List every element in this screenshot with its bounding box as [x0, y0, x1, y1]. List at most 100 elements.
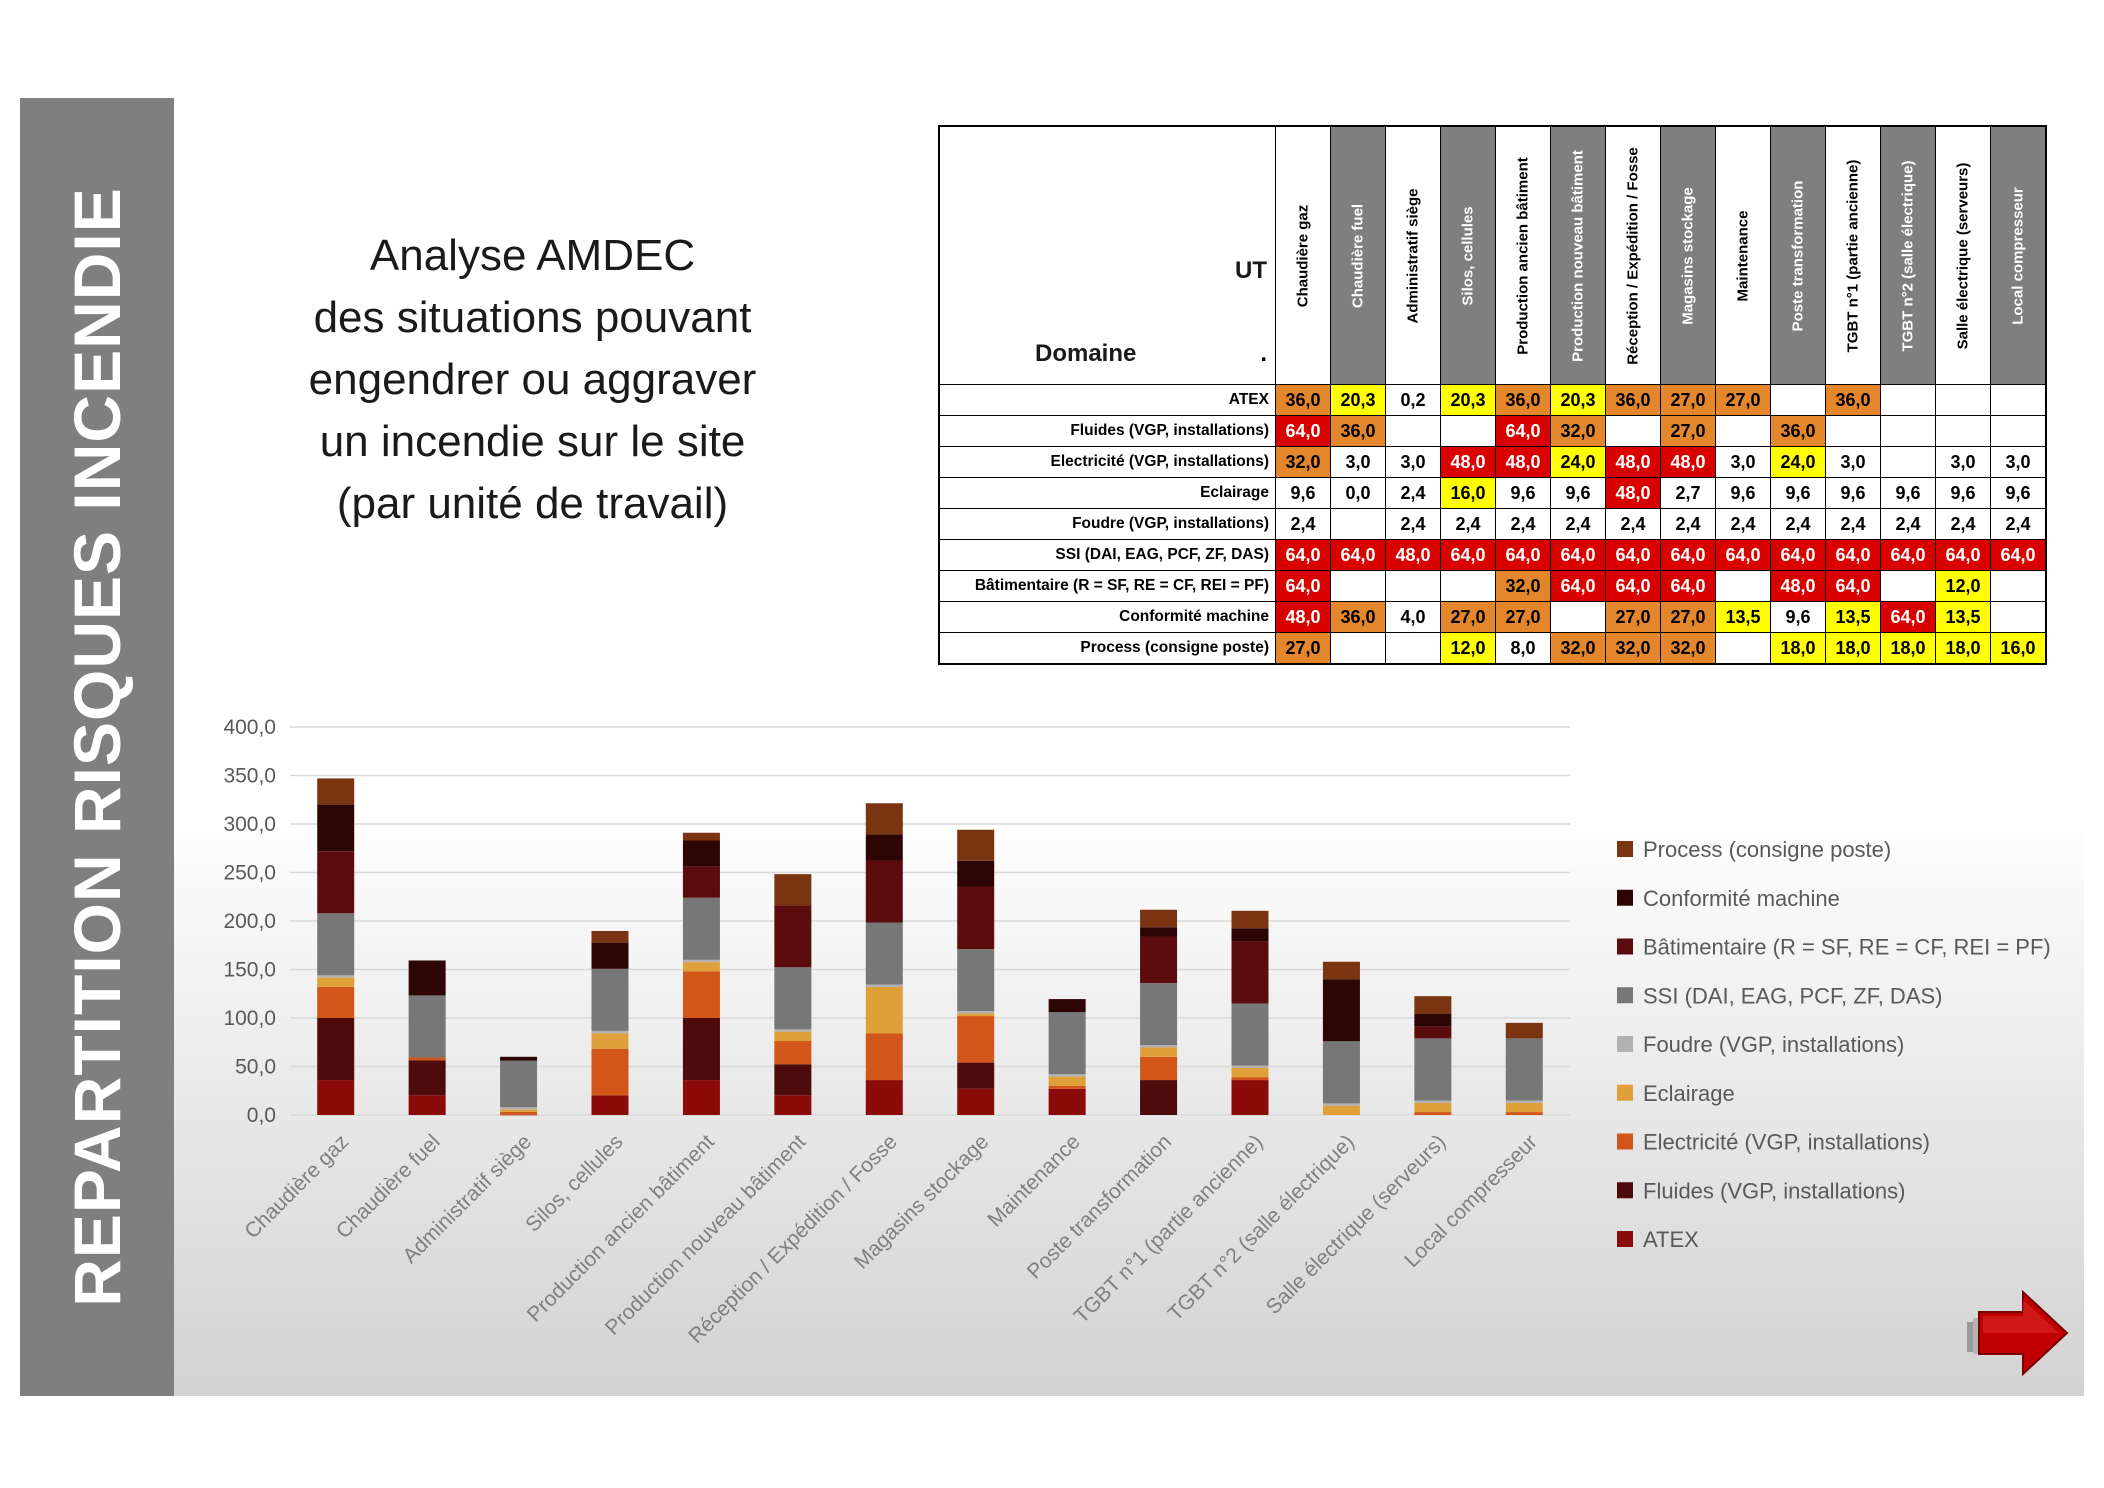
bar-segment [1231, 1003, 1269, 1066]
table-cell: 48,0 [1660, 446, 1716, 478]
table-cell: 64,0 [1660, 539, 1716, 571]
table-cell [1825, 415, 1881, 447]
table-cell: 27,0 [1715, 384, 1771, 416]
table-cell: 9,6 [1715, 477, 1771, 509]
corner-domain-label: Domaine [1035, 340, 1137, 367]
chart-y-axis: 0,0 50,0 100,0 150,0 200,0 250,0 300,0 350,0 400… [223, 716, 276, 1127]
intro-line: des situations pouvant [313, 293, 752, 342]
y-tick-label: 150,0 [223, 959, 276, 982]
bar-segment [1414, 1038, 1452, 1101]
legend-label: Fluides (VGP, installations) [1643, 1178, 1906, 1203]
table-body: ATEX 36,0 20,3 0,2 20,3 36,0 20,3 36,0 27,0 27,0 3… [938, 384, 2047, 665]
bar-segment [591, 968, 629, 1031]
bar-segment [957, 1013, 995, 1017]
table-cell: 16,0 [1990, 632, 2047, 665]
bar-segment [408, 960, 446, 996]
table-row: SSI (DAI, EAG, PCF, ZF, DAS) 64,0 64,0 48,0… [938, 539, 2047, 571]
legend-label: Electricité (VGP, installations) [1643, 1130, 1930, 1155]
legend-swatch [1617, 1182, 1633, 1199]
table-cell: 27,0 [1660, 601, 1716, 633]
legend-label: SSI (DAI, EAG, PCF, ZF, DAS) [1643, 983, 1943, 1008]
bar-segment [865, 986, 903, 1034]
bar-segment [591, 1048, 629, 1096]
table-cell: 64,0 [1605, 570, 1661, 602]
legend-swatch [1617, 1084, 1633, 1101]
table-cell [1715, 570, 1771, 602]
bar-segment [865, 984, 903, 987]
table-cell: 64,0 [1880, 539, 1936, 571]
bar-segment [957, 829, 995, 861]
bar-segment [408, 1095, 446, 1115]
table-cell: 48,0 [1495, 446, 1551, 478]
bar-segment [1231, 910, 1269, 929]
legend-swatch [1617, 841, 1633, 857]
table-cell: 9,6 [1770, 477, 1826, 509]
row-header: Fluides (VGP, installations) [938, 415, 1276, 447]
table-cell: 2,4 [1990, 508, 2047, 540]
bar-segment [682, 971, 720, 1018]
y-tick-label: 400,0 [223, 716, 276, 739]
table-cell: 3,0 [1330, 446, 1386, 478]
table-cell: 27,0 [1495, 601, 1551, 633]
table-cell: 36,0 [1825, 384, 1881, 416]
table-cell: 13,5 [1935, 601, 1991, 633]
bar-segment [408, 995, 446, 1058]
bar-segment [957, 886, 995, 950]
bar-segment [1505, 1022, 1543, 1039]
table-cell [1990, 415, 2047, 447]
column-header: Production nouveau bâtiment [1550, 125, 1606, 385]
bar-segment [682, 959, 720, 963]
bar-segment [682, 832, 720, 841]
table-cell [1990, 601, 2047, 633]
bar-segment [1140, 1045, 1178, 1048]
corner-ut-label: UT [1235, 257, 1267, 284]
bar-segment [682, 840, 720, 867]
bar-segment [591, 1033, 629, 1049]
bar-segment [1140, 909, 1178, 928]
table-cell: 24,0 [1770, 446, 1826, 478]
bar-segment [774, 1040, 812, 1065]
column-header: Magasins stockage [1660, 125, 1716, 385]
bar-segment [774, 905, 812, 968]
table-cell: 16,0 [1440, 477, 1496, 509]
intro-line: un incendie sur le site [319, 417, 746, 466]
table-cell: 32,0 [1550, 415, 1606, 447]
bar-segment [1140, 1080, 1178, 1115]
legend-label: Eclairage [1643, 1081, 1735, 1106]
table-cell: 3,0 [1825, 446, 1881, 478]
table-cell: 36,0 [1275, 384, 1331, 416]
table-cell: 20,3 [1330, 384, 1386, 416]
bar-segment [1140, 927, 1178, 937]
table-cell: 64,0 [1440, 539, 1496, 571]
table-cell: 18,0 [1770, 632, 1826, 665]
table-cell [1880, 415, 1936, 447]
bar-segment [682, 866, 720, 898]
bar-segment [682, 1018, 720, 1081]
table-cell: 64,0 [1715, 539, 1771, 571]
y-tick-label: 100,0 [223, 1007, 276, 1030]
x-tick-label: Salle électrique (serveurs) [1262, 1130, 1451, 1319]
bar-segment [774, 874, 812, 906]
column-header: Administratif siège [1385, 125, 1441, 385]
next-slide-arrow-icon[interactable] [1965, 1288, 2075, 1378]
chart-gridlines [290, 726, 1570, 1116]
bar-segment [1048, 1074, 1086, 1077]
bar-segment [957, 1088, 995, 1115]
bar-segment [591, 942, 629, 969]
table-cell: 24,0 [1550, 446, 1606, 478]
table-cell: 48,0 [1770, 570, 1826, 602]
bar-segment [957, 860, 995, 887]
intro-text: Analyse AMDEC des situations pouvant eng… [270, 225, 795, 535]
bar-segment [317, 975, 355, 978]
table-cell [1990, 570, 2047, 602]
table-cell: 3,0 [1715, 446, 1771, 478]
table-row: Eclairage 9,6 0,0 2,4 16,0 9,6 9,6 48,0 2,7 9,6 9,… [938, 477, 2047, 509]
bar-segment [1505, 1100, 1543, 1103]
table-cell: 2,4 [1880, 508, 1936, 540]
table-cell [1935, 415, 1991, 447]
side-banner [20, 98, 174, 1396]
bar-segment [1231, 1077, 1269, 1081]
table-cell: 32,0 [1605, 632, 1661, 665]
bar-segment [500, 1056, 538, 1061]
